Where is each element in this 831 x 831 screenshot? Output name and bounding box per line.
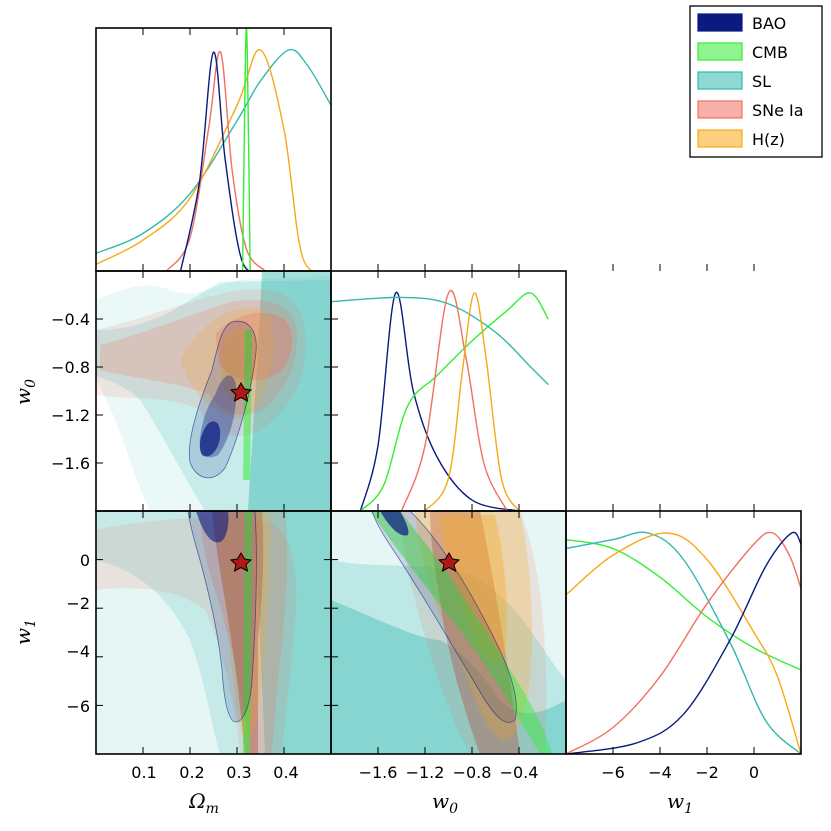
marginal-curve-bao — [359, 291, 520, 511]
sl-inner-contour-3 — [331, 600, 566, 754]
y-tick-labels-w0: −0.4 −0.8 −1.2 −1.6 — [51, 310, 90, 473]
y-axis-label-w1: w1 — [11, 619, 39, 645]
legend-swatch-sl — [697, 71, 743, 90]
y-tick-label: −2 — [66, 594, 90, 613]
x-tick-label: 0.4 — [273, 763, 298, 782]
sl-outer-contour — [96, 276, 331, 511]
sl-mid-contour — [96, 280, 331, 511]
x-tick-label: −6 — [601, 763, 625, 782]
legend-swatch-bao — [697, 13, 743, 32]
legend-entry-bao: BAO — [697, 13, 786, 33]
panel-frames — [95, 27, 802, 755]
y-tick-label: −0.8 — [51, 358, 90, 377]
legend-swatch-cmb — [697, 42, 743, 61]
y-tick-label: 0 — [80, 551, 90, 570]
x-tick-label: −1.6 — [359, 763, 398, 782]
y-axis-label-w0: w0 — [11, 379, 39, 405]
marginal-curve-cmb — [359, 292, 549, 511]
legend-swatch-hz — [697, 129, 743, 148]
x-tick-labels-omegam: 0.1 0.2 0.3 0.4 — [131, 763, 298, 782]
legend-entry-cmb: CMB — [697, 42, 788, 62]
bao-inner-contour-3 — [380, 511, 409, 536]
frame-w1 — [565, 510, 802, 755]
frame-omegam — [95, 27, 332, 272]
snia-inner-contour — [215, 312, 293, 381]
legend-entry-snia: SNe Ia — [697, 100, 804, 120]
fiducial-star-2 — [229, 552, 253, 572]
cmb-contour-3 — [370, 511, 552, 754]
marginal-curve-bao — [179, 51, 261, 271]
sl-inner-contour-2 — [255, 511, 331, 754]
y-tick-label: −1.2 — [51, 406, 90, 425]
x-tick-labels-w1: −6 −4 −2 0 — [601, 763, 759, 782]
legend-entry-hz: H(z) — [697, 129, 785, 149]
contour-panel-w1-omegam — [96, 511, 331, 754]
x-tick-labels-w0: −1.6 −1.2 −0.8 −0.4 — [359, 763, 539, 782]
x-tick-label: 0.1 — [131, 763, 156, 782]
marginal-curve-sne-ia — [566, 531, 801, 754]
marginal-curve-sne-ia — [165, 50, 266, 271]
marginal-curve-h-z- — [96, 49, 331, 271]
bao-outer-contour-3 — [371, 511, 517, 723]
sl-outer-contour-2 — [96, 511, 331, 754]
y-tick-labels-w1: 0 −2 −4 −6 — [66, 551, 90, 716]
snia-outer-contour — [96, 289, 306, 437]
marginal-curve-bao — [566, 531, 801, 754]
y-tick-label: −4 — [66, 642, 90, 661]
legend-entry-sl: SL — [697, 71, 771, 91]
marginal-panel-w0 — [331, 289, 549, 511]
fiducial-star-3 — [437, 552, 461, 572]
bao-inner-contour-2 — [196, 511, 229, 543]
x-tick-label: −4 — [648, 763, 672, 782]
marginal-curve-h-z- — [566, 532, 801, 754]
x-axis-label-w0: w0 — [432, 789, 458, 817]
cmb-contour — [243, 330, 252, 480]
sl-inner-contour — [248, 271, 331, 511]
snia-inner-contour-3 — [430, 511, 520, 754]
sl-mid-contour-2 — [96, 511, 331, 754]
snia-outer-contour-3 — [400, 511, 547, 754]
y-tick-label: −0.4 — [51, 310, 90, 329]
sl-mid-contour-3 — [331, 560, 566, 754]
legend-label-hz: H(z) — [752, 130, 785, 149]
x-tick-label: 0 — [749, 763, 759, 782]
legend: BAO CMB SL SNe Ia H(z) — [689, 5, 823, 158]
x-axis-label-w1: w1 — [667, 789, 693, 817]
marginal-curve-h-z- — [424, 292, 520, 511]
axis-ticks — [96, 28, 755, 754]
x-tick-label: 0.3 — [226, 763, 251, 782]
x-tick-label: −1.2 — [406, 763, 445, 782]
sl-outer-contour-3 — [331, 511, 566, 754]
marginal-panel-omegam — [96, 28, 331, 271]
fiducial-star-1 — [229, 382, 253, 402]
x-axis-label-omegam: Ωm — [188, 789, 219, 817]
legend-label-bao: BAO — [752, 14, 786, 33]
marginal-panel-w1 — [566, 531, 801, 754]
y-tick-label: −1.6 — [51, 454, 90, 473]
legend-label-snia: SNe Ia — [752, 101, 804, 120]
cmb-contour-2 — [243, 511, 252, 754]
marginal-curve-sne-ia — [400, 289, 508, 511]
marginal-curve-cmb — [241, 28, 251, 271]
y-tick-label: −6 — [66, 697, 90, 716]
snia-mid-contour-2 — [200, 511, 288, 754]
x-tick-label: 0.2 — [179, 763, 204, 782]
x-tick-label: −0.4 — [500, 763, 539, 782]
contour-panel-w0-omegam — [96, 271, 331, 511]
marginal-curve-sl — [566, 531, 801, 754]
legend-swatch-snia — [697, 100, 743, 119]
legend-label-sl: SL — [752, 72, 771, 91]
legend-label-cmb: CMB — [752, 43, 788, 62]
bao-inner-contour — [199, 421, 221, 457]
x-tick-label: −2 — [695, 763, 719, 782]
x-tick-label: −0.8 — [453, 763, 492, 782]
contour-panel-w1-w0 — [331, 511, 566, 754]
marginal-curve-cmb — [566, 538, 801, 671]
hz-inner-contour-3 — [440, 515, 507, 663]
